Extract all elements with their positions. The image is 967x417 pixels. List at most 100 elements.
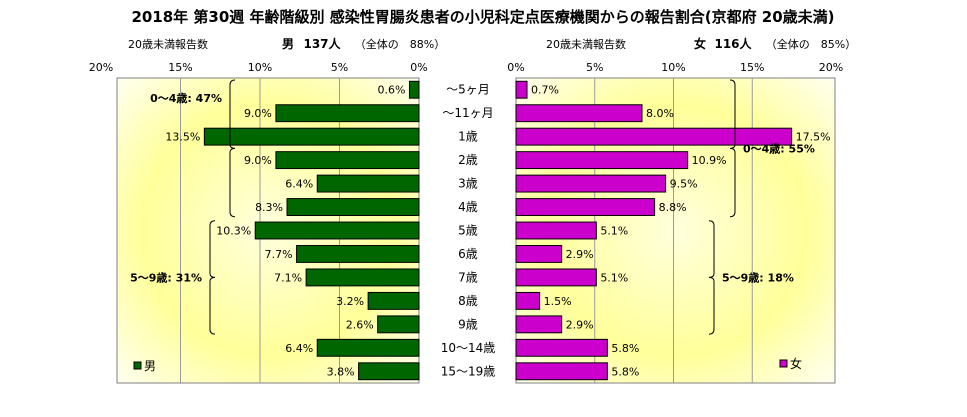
value-label-male: 8.3%: [255, 201, 283, 214]
bar-male: [203, 127, 420, 146]
male-tick-label: 20%: [89, 61, 113, 74]
male-header-sublabel: 20歳未満報告数: [128, 38, 208, 51]
male-tick-label: 10%: [248, 61, 272, 74]
value-label-female: 5.1%: [600, 271, 628, 284]
value-label-female: 2.9%: [566, 318, 594, 331]
category-label: 15～19歳: [441, 364, 496, 378]
category-label: 8歳: [458, 294, 478, 308]
value-label-male: 3.2%: [336, 295, 364, 308]
value-label-male: 2.6%: [346, 318, 374, 331]
category-label: ～11ヶ月: [442, 106, 493, 120]
bar-male: [367, 291, 420, 310]
legend-label-female: 女: [790, 356, 802, 371]
group-brace-male: [209, 220, 216, 335]
legend-swatch-male: [133, 361, 142, 370]
value-label-female: 17.5%: [796, 131, 831, 144]
bar-female: [515, 198, 656, 216]
bar-female: [515, 268, 597, 287]
group-label-male: 0～4歳: 47%: [150, 91, 222, 105]
male-header-count: 137人: [303, 36, 341, 51]
value-label-male: 6.4%: [285, 342, 313, 355]
value-label-female: 9.5%: [670, 178, 698, 191]
legend-label-male: 男: [144, 359, 156, 373]
category-label: ～5ヶ月: [446, 83, 490, 97]
bar-male: [316, 174, 420, 193]
female-tick-label: 0%: [507, 61, 524, 74]
chart-title: 2018年 第30週 年齢階級別 感染性胃腸炎患者の小児科定点医療機関からの報告…: [131, 8, 834, 26]
value-label-male: 6.4%: [285, 178, 313, 191]
value-label-female: 5.1%: [600, 225, 628, 238]
value-label-female: 0.7%: [531, 84, 559, 97]
value-label-male: 13.5%: [165, 131, 200, 144]
male-header-share: （全体の 88%）: [355, 37, 445, 51]
male-tick-label: 0%: [410, 61, 427, 74]
value-label-male: 7.7%: [265, 248, 293, 261]
group-label-female: 5～9歳: 18%: [722, 270, 794, 284]
value-label-male: 3.8%: [327, 365, 355, 378]
value-label-female: 10.9%: [692, 154, 727, 167]
value-label-female: 8.8%: [659, 201, 687, 214]
chart-labels: 20歳未満報告数男 137人 （全体の 88%） 20歳未満報告数女 116人 （全体の …: [89, 36, 856, 378]
female-tick-label: 20%: [819, 61, 843, 74]
female-tick-label: 10%: [661, 61, 685, 74]
bar-female: [515, 291, 541, 310]
bar-female: [515, 80, 528, 99]
category-label: 5歳: [458, 224, 478, 238]
legend-swatch-female: [779, 359, 788, 368]
value-label-male: 10.3%: [216, 225, 251, 238]
bar-female: [515, 221, 597, 240]
value-label-female: 5.8%: [611, 342, 639, 355]
bar-male: [377, 315, 420, 334]
male-tick-label: 5%: [331, 61, 348, 74]
value-label-female: 8.0%: [646, 107, 674, 120]
group-label-female: 0～4歳: 55%: [743, 141, 815, 155]
group-brace-female: [708, 220, 715, 335]
female-header-group: 女: [694, 36, 706, 51]
bar-female: [515, 362, 608, 381]
category-label: 2歳: [458, 153, 478, 167]
category-label: 1歳: [458, 130, 478, 144]
female-header-count: 116人: [714, 36, 752, 51]
female-header-share: （全体の 85%）: [766, 37, 856, 51]
category-label: 9歳: [458, 317, 478, 331]
category-label: 3歳: [458, 177, 478, 191]
female-tick-label: 5%: [586, 61, 603, 74]
value-label-male: 0.6%: [378, 84, 406, 97]
bar-male: [254, 221, 420, 240]
category-label: 7歳: [458, 270, 478, 284]
bar-male: [358, 362, 420, 381]
bar-female: [515, 127, 793, 146]
bar-male: [316, 338, 420, 357]
value-label-female: 1.5%: [544, 295, 572, 308]
bars: [203, 80, 793, 381]
value-label-female: 5.8%: [611, 365, 639, 378]
bar-male: [275, 104, 420, 123]
value-label-male: 9.0%: [244, 107, 272, 120]
bar-female: [515, 151, 689, 170]
bar-male: [408, 80, 420, 99]
female-header-sublabel: 20歳未満報告数: [546, 38, 626, 51]
value-label-male: 7.1%: [274, 271, 302, 284]
bar-male: [286, 198, 420, 216]
bar-male: [275, 151, 420, 170]
bar-female: [515, 174, 667, 193]
male-tick-label: 15%: [168, 61, 192, 74]
value-label-female: 2.9%: [566, 248, 594, 261]
bar-male: [305, 268, 420, 287]
category-label: 10～14歳: [441, 341, 496, 355]
bar-female: [515, 338, 608, 357]
male-header-group: 男: [282, 37, 294, 51]
female-tick-label: 15%: [740, 61, 764, 74]
bar-male: [296, 245, 420, 263]
category-label: 4歳: [458, 200, 478, 214]
group-brace-male: [229, 79, 236, 218]
bar-female: [515, 245, 563, 263]
group-label-male: 5～9歳: 31%: [130, 270, 202, 284]
bar-female: [515, 104, 643, 123]
value-label-male: 9.0%: [244, 154, 272, 167]
bar-female: [515, 315, 563, 334]
category-label: 6歳: [458, 247, 478, 261]
group-brace-female: [729, 79, 736, 218]
